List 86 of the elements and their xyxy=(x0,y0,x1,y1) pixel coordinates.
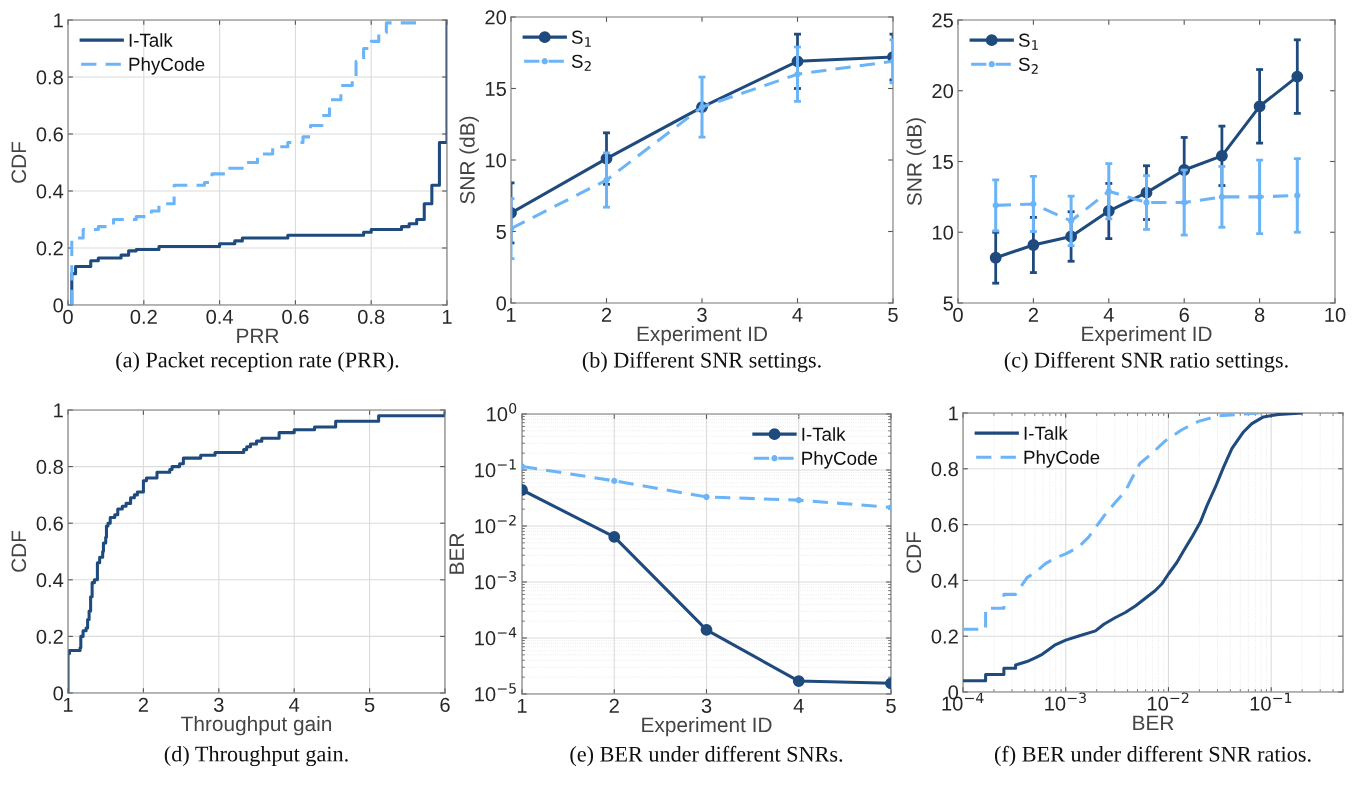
legend-label: I-Talk xyxy=(129,33,173,47)
x-tick-label: 5 xyxy=(886,698,896,713)
y-tick-label: 1 xyxy=(54,13,63,28)
y-axis-title: CDF xyxy=(11,530,27,572)
y-tick-label: 1 xyxy=(54,403,63,418)
legend-label: I-Talk xyxy=(802,427,846,441)
x-tick-label: 3 xyxy=(213,697,224,712)
text: (f) BER under different SNR ratios. xyxy=(994,745,1311,767)
x-tick-label: 6 xyxy=(440,697,450,712)
y-axis-title: BER xyxy=(449,533,464,574)
x-tick-label: 10$^{−3}$ xyxy=(1045,692,1086,711)
legend-label: S$_{1}$ xyxy=(1018,33,1038,50)
y-tick-label: 15 xyxy=(485,81,506,96)
x-tick-label: 0.8 xyxy=(357,309,385,324)
x-tick-label: 8 xyxy=(1254,307,1265,322)
y-tick-label: 1 xyxy=(949,406,958,421)
x-axis-title: Experiment ID xyxy=(637,325,767,346)
x-tick-label: 6 xyxy=(1179,307,1189,322)
x-tick-label: 4 xyxy=(793,698,804,713)
legend-label: S$_{2}$ xyxy=(1018,57,1038,74)
y-tick-label: 10$^{−1}$ xyxy=(475,459,516,478)
y-axis-title: CDF xyxy=(11,141,27,183)
x-tick-label: 5 xyxy=(888,307,898,322)
x-tick-label: 1 xyxy=(517,698,527,713)
x-tick-label: 2 xyxy=(609,698,619,713)
legend-label: PhyCode xyxy=(802,451,878,469)
legend-label: I-Talk xyxy=(1024,426,1068,440)
x-tick-label: 3 xyxy=(701,698,712,713)
y-tick-label: 0 xyxy=(496,296,507,311)
x-tick-label: 5 xyxy=(364,697,375,712)
x-tick-label: 2 xyxy=(601,307,612,322)
x-tick-label: 2 xyxy=(1028,307,1038,322)
x-tick-label: 4 xyxy=(792,307,803,322)
y-tick-label: 0.4 xyxy=(931,573,959,588)
y-tick-label: 5 xyxy=(943,296,953,311)
legend-label: PhyCode xyxy=(1024,450,1100,468)
text: (a) Packet reception rate (PRR). xyxy=(116,351,399,373)
y-tick-label: 0.8 xyxy=(36,459,63,475)
x-tick-label: 0.4 xyxy=(206,309,234,324)
y-tick-label: 10$^{0}$ xyxy=(487,402,517,422)
y-tick-label: 10$^{−2}$ xyxy=(475,514,516,534)
y-tick-label: 10$^{−4}$ xyxy=(475,627,517,646)
x-axis-title: Experiment ID xyxy=(1082,325,1212,346)
y-tick-label: 10 xyxy=(485,153,507,168)
x-tick-label: 10$^{−2}$ xyxy=(1147,692,1189,711)
text: (b) Different SNR settings. xyxy=(582,351,821,373)
x-tick-label: 1 xyxy=(442,309,452,324)
legend-label: PhyCode xyxy=(129,57,205,75)
legend-label: S$_{1}$ xyxy=(571,30,591,47)
y-tick-label: 0.2 xyxy=(36,241,63,256)
y-tick-label: 0.2 xyxy=(931,629,958,644)
y-tick-label: 0.8 xyxy=(36,70,63,85)
x-axis-title: BER xyxy=(1133,715,1174,731)
text: (d) Throughput gain. xyxy=(164,745,348,767)
y-tick-label: 0.6 xyxy=(931,517,958,533)
x-tick-label: 2 xyxy=(138,697,148,712)
y-tick-label: 0.4 xyxy=(36,573,64,588)
y-axis-title: SNR (dB) xyxy=(459,116,479,204)
y-tick-label: 10$^{−5}$ xyxy=(475,683,516,702)
x-tick-label: 10 xyxy=(1325,307,1346,322)
legend-label: S$_{2}$ xyxy=(571,54,591,71)
x-tick-label: 10$^{−1}$ xyxy=(1250,692,1292,711)
y-tick-label: 10$^{−3}$ xyxy=(475,570,516,590)
y-axis-title: CDF xyxy=(906,531,922,573)
x-tick-label: 0.2 xyxy=(130,309,157,324)
x-tick-label: 4 xyxy=(289,697,300,712)
x-tick-label: 0.6 xyxy=(282,309,309,324)
y-tick-label: 5 xyxy=(496,224,506,239)
x-tick-label: 3 xyxy=(697,307,707,322)
y-tick-label: 10 xyxy=(932,225,954,240)
y-axis-title: SNR (dB) xyxy=(906,118,926,206)
y-tick-label: 15 xyxy=(932,154,953,169)
y-tick-label: 0.4 xyxy=(36,184,64,199)
y-tick-label: 0.2 xyxy=(36,629,63,644)
y-tick-label: 20 xyxy=(485,10,507,25)
x-tick-label: 4 xyxy=(1103,307,1114,322)
y-tick-label: 0.8 xyxy=(931,462,958,477)
y-tick-label: 25 xyxy=(932,13,953,28)
y-tick-label: 0.6 xyxy=(36,127,63,142)
x-axis-title: Throughput gain xyxy=(181,715,332,736)
y-tick-label: 0.6 xyxy=(36,516,63,531)
text: (c) Different SNR ratio settings. xyxy=(1004,351,1288,373)
text: (e) BER under different SNRs. xyxy=(570,745,843,767)
x-axis-title: PRR xyxy=(237,328,279,344)
y-tick-label: 20 xyxy=(932,83,954,99)
x-axis-title: Experiment ID xyxy=(642,716,772,737)
